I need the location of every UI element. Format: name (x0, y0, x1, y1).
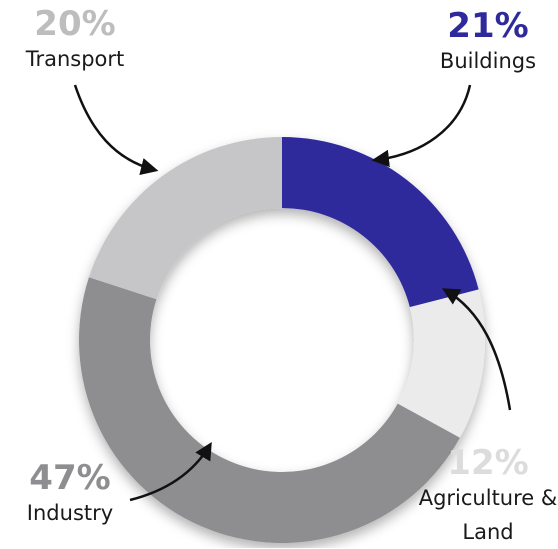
category-label: Buildings (439, 49, 537, 73)
arrows (73, 84, 512, 502)
donut (78, 137, 485, 544)
category-label: Agriculture & Land (418, 486, 558, 544)
category-label: Industry (26, 501, 114, 525)
category-label: Transport (25, 47, 125, 71)
donut-segment (78, 277, 460, 544)
percent-label: 20% (34, 4, 116, 44)
donut-segment (282, 137, 479, 308)
slice-label: 12% Agriculture & Land (418, 445, 558, 549)
percent-label: 12% (447, 443, 529, 483)
arrow (73, 84, 159, 176)
donut-segment (88, 137, 283, 300)
percent-label: 47% (29, 458, 111, 498)
donut-segment (397, 289, 485, 438)
arrow (441, 288, 512, 411)
arrow (371, 84, 472, 168)
slice-label: 20% Transport (0, 6, 150, 76)
arrow (129, 441, 212, 502)
percent-label: 21% (447, 6, 529, 46)
slice-label: 47% Industry (0, 460, 140, 530)
slice-label: 21% Buildings (418, 8, 558, 78)
